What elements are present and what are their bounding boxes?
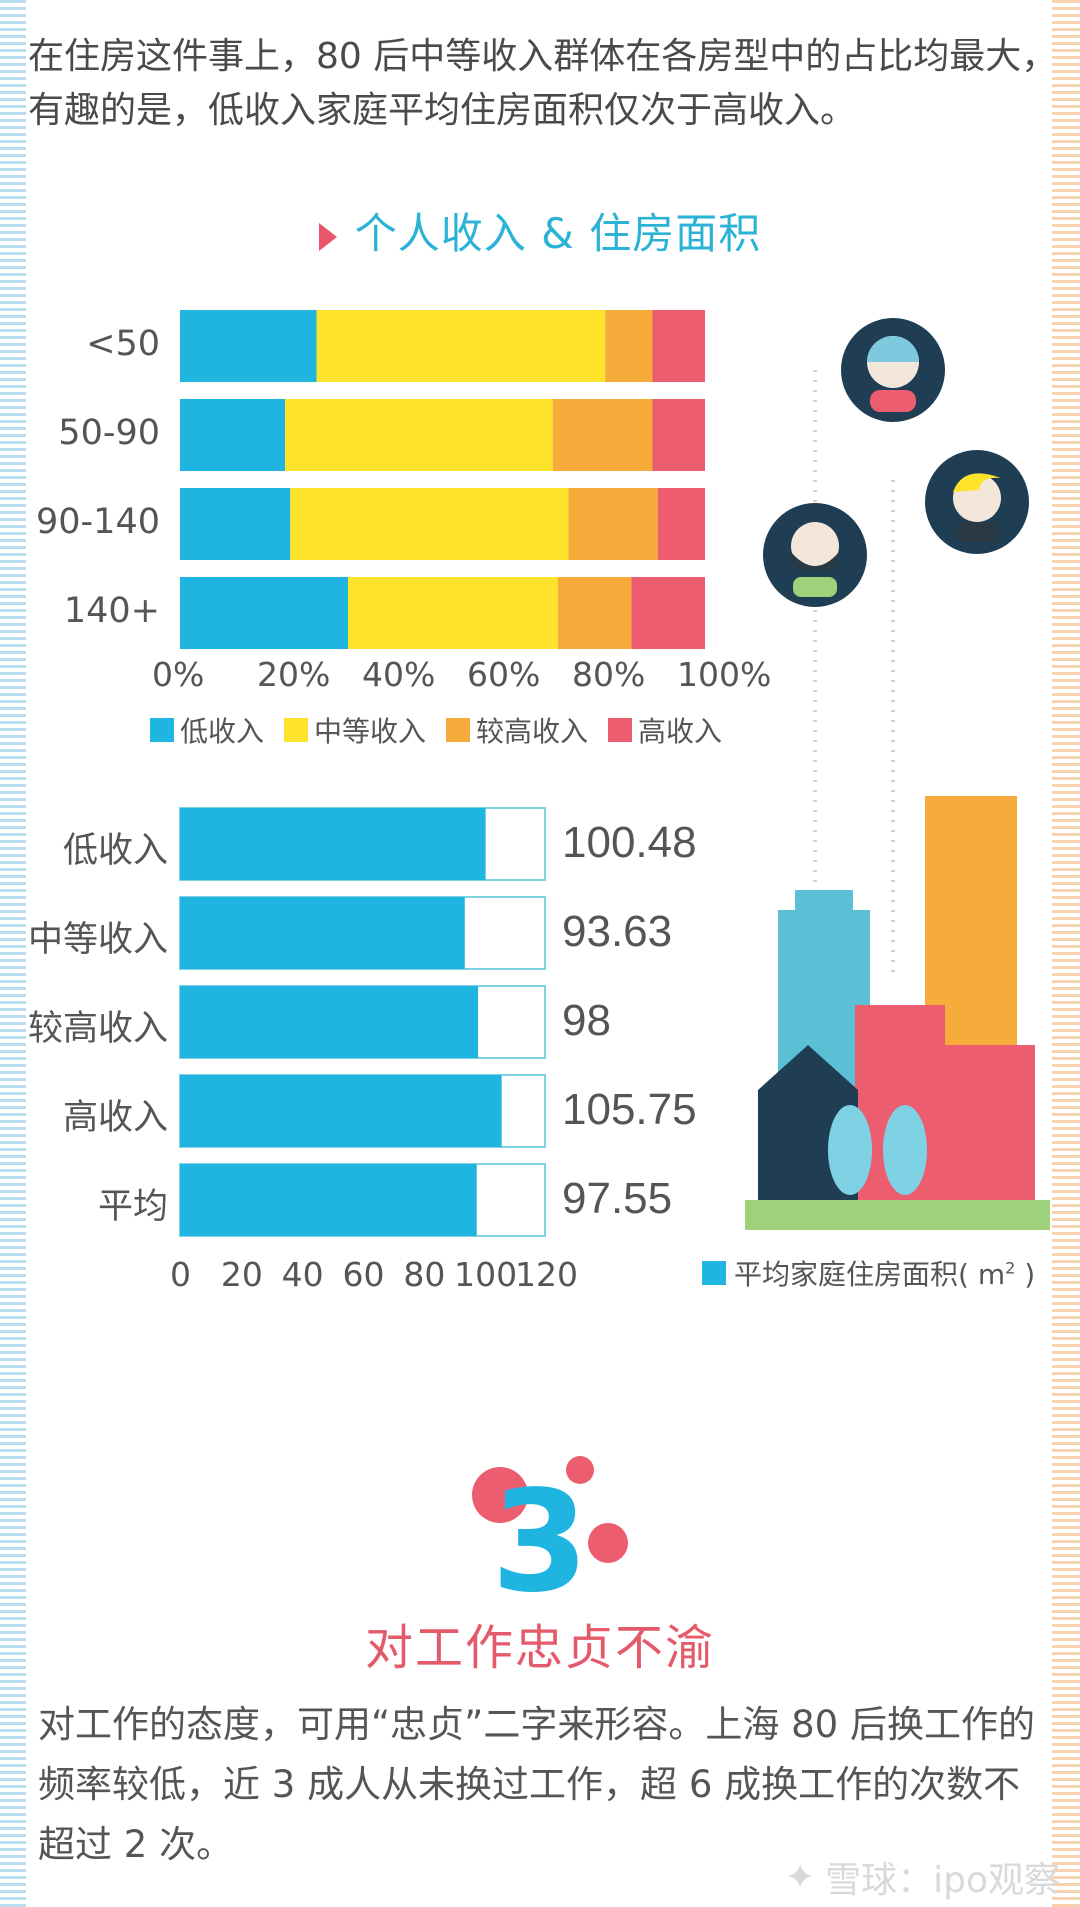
- area-bar-chart: [179, 807, 546, 1237]
- bar-segment: [180, 488, 291, 560]
- x-tick-label: 120: [515, 1255, 578, 1294]
- income-category-label: 平均: [97, 1187, 168, 1227]
- income-category-label: 较高收入: [27, 1009, 168, 1049]
- income-category-label: 高收入: [62, 1098, 168, 1138]
- legend-swatch-low: [150, 718, 174, 742]
- bar-segment: [652, 310, 705, 382]
- dot-decoration: [588, 1523, 628, 1563]
- section-number-decoration: 3: [472, 1456, 628, 1620]
- triangle-marker-icon: [318, 222, 337, 251]
- legend-swatch-middle: [284, 718, 309, 742]
- bearded-man-avatar-icon: [763, 503, 867, 607]
- legend-item-low: 低收入: [150, 710, 264, 750]
- bar-segment: [652, 399, 705, 471]
- bar-segment: [348, 577, 558, 649]
- dot-decoration: [566, 1456, 594, 1484]
- dot-decoration: [472, 1467, 528, 1523]
- bar-segment: [558, 577, 632, 649]
- stacked-bar-chart: [180, 310, 705, 649]
- x-tick-label: 80: [403, 1255, 446, 1294]
- stacked-chart-legend: 低收入 中等收入 较高收入 高收入: [150, 710, 722, 750]
- value-label: 105.75: [562, 1085, 697, 1134]
- x-tick-label: 20: [220, 1255, 263, 1294]
- area-bar: [180, 1075, 502, 1147]
- snowball-logo-icon: ✦: [784, 1856, 816, 1898]
- area-chart-legend: 平均家庭住房面积( m2 ): [702, 1253, 1035, 1293]
- legend-item-upper: 较高收入: [446, 710, 588, 750]
- section-title: 对工作忠贞不渝: [364, 1620, 715, 1676]
- x-tick-label: 80%: [572, 655, 646, 694]
- bar-segment: [552, 399, 653, 471]
- area-bar: [180, 897, 465, 969]
- bar-segment: [285, 399, 553, 471]
- bar-segment: [605, 310, 653, 382]
- section-body-text: 对工作的态度，可用“忠贞”二字来形容。上海 80 后换工作的频率较低，近 3 成…: [38, 1703, 1035, 1866]
- x-tick-label: 100%: [677, 655, 772, 694]
- legend-label-area: 平均家庭住房面积( m2 ): [734, 1258, 1036, 1291]
- legend-swatch-area: [702, 1261, 726, 1285]
- area-bar: [180, 1164, 477, 1236]
- intro-text: 在住房这件事上，80 后中等收入群体在各房型中的占比均最大，有趣的是，低收入家庭…: [28, 36, 1058, 131]
- section-number: 3: [491, 1461, 588, 1620]
- legend-item-high: 高收入: [608, 710, 722, 750]
- legend-swatch-upper: [446, 718, 471, 742]
- left-stripe-decoration: [0, 0, 26, 1907]
- buildings: [745, 796, 1050, 1230]
- x-tick-label: 0%: [152, 655, 205, 694]
- woman-avatar-icon: [841, 318, 945, 422]
- bar-segment: [290, 488, 569, 560]
- bar-segment: [657, 488, 705, 560]
- category-label: 50-90: [58, 413, 160, 453]
- x-tick-label: 100: [454, 1255, 518, 1294]
- category-label: 90-140: [36, 502, 160, 542]
- right-stripe-decoration: [1052, 0, 1080, 1907]
- blond-man-avatar-icon: [925, 450, 1029, 554]
- watermark: ✦ 雪球：ipo观察: [784, 1856, 1060, 1902]
- value-label: 93.63: [562, 907, 673, 956]
- area-bar: [180, 808, 486, 880]
- category-label: 140+: [63, 591, 160, 631]
- bar-segment: [180, 310, 317, 382]
- income-category-label: 低收入: [62, 831, 168, 871]
- category-label: <50: [86, 324, 160, 364]
- x-tick-label: 60: [342, 1255, 385, 1294]
- value-label: 100.48: [562, 818, 697, 867]
- legend-swatch-high: [608, 718, 633, 742]
- bar-segment: [180, 577, 348, 649]
- x-tick-label: 40%: [362, 655, 436, 694]
- value-label: 98: [562, 996, 611, 1045]
- x-tick-label: 0: [170, 1255, 191, 1294]
- bar-segment: [180, 399, 285, 471]
- value-label: 97.55: [562, 1174, 673, 1223]
- income-category-label: 中等收入: [27, 920, 168, 960]
- bar-segment: [631, 577, 705, 649]
- legend-item-middle: 中等收入: [284, 710, 426, 750]
- chart-title: 个人收入 & 住房面积: [0, 200, 1080, 261]
- x-tick-label: 40: [281, 1255, 324, 1294]
- bar-segment: [568, 488, 658, 560]
- bar-segment: [316, 310, 606, 382]
- x-tick-label: 20%: [257, 655, 331, 694]
- area-bar: [180, 986, 479, 1058]
- x-tick-label: 60%: [467, 655, 541, 694]
